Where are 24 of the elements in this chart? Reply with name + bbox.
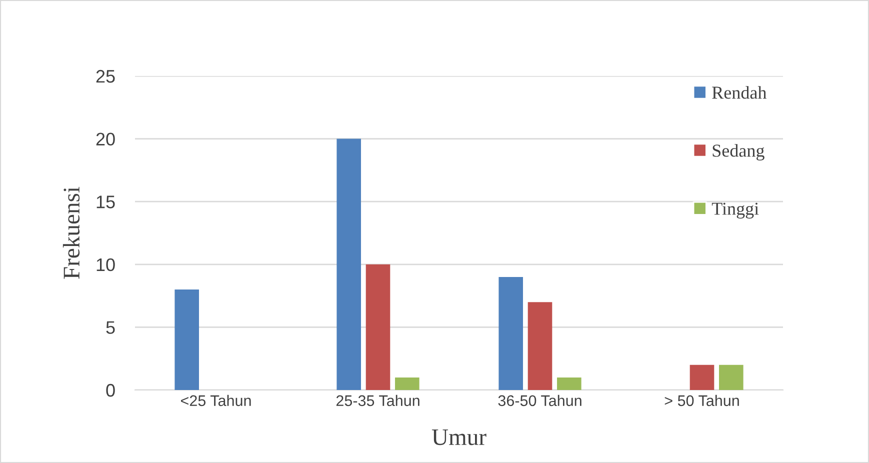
- bar: [336, 138, 361, 390]
- y-tick-label: 0: [106, 384, 115, 397]
- legend-label: Rendah: [712, 86, 767, 99]
- bar: [366, 264, 390, 390]
- y-tick-label: 25: [96, 70, 115, 83]
- y-tick-label: 10: [96, 258, 115, 272]
- legend-label: Tinggi: [712, 202, 759, 219]
- bar: [719, 364, 744, 390]
- bar: [557, 377, 582, 390]
- x-tick-label: <25 Tahun: [181, 394, 251, 406]
- bar: [690, 364, 714, 390]
- bar: [528, 302, 552, 390]
- y-tick-label: 15: [96, 196, 115, 208]
- legend-label: Sedang: [712, 144, 764, 161]
- bar: [498, 276, 523, 390]
- x-tick-label: 25-35 Tahun: [336, 394, 420, 406]
- x-tick-label: > 50 Tahun: [664, 394, 739, 406]
- bar: [395, 377, 420, 390]
- x-axis-title: Umur: [432, 429, 486, 446]
- y-tick-label: 5: [106, 321, 115, 334]
- bar: [174, 290, 199, 390]
- y-axis-title: Frekuensi: [62, 186, 80, 279]
- y-tick-label: 20: [96, 132, 115, 146]
- x-tick-label: 36-50 Tahun: [498, 394, 582, 406]
